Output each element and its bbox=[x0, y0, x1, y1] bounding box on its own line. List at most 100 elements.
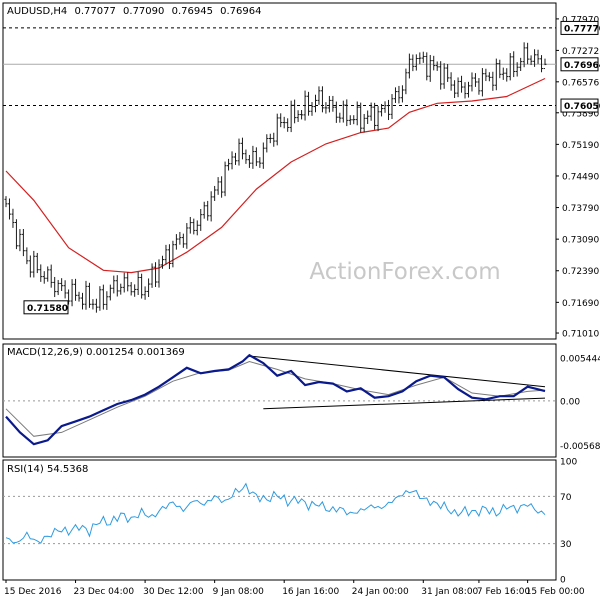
svg-text:0.71580: 0.71580 bbox=[27, 304, 68, 314]
price-bar bbox=[470, 72, 474, 92]
price-bar bbox=[14, 219, 18, 250]
price-bar bbox=[463, 82, 467, 99]
price-bar bbox=[439, 61, 443, 90]
price-bar bbox=[60, 278, 64, 291]
price-bar bbox=[32, 250, 36, 278]
price-bar bbox=[453, 80, 457, 99]
price-tick-label: 0.75190 bbox=[562, 141, 599, 151]
rsi-title: RSI(14) 54.5368 bbox=[7, 464, 88, 475]
price-bar bbox=[303, 90, 307, 121]
price-bar bbox=[501, 67, 505, 80]
price-bar bbox=[112, 275, 116, 294]
price-bar bbox=[519, 57, 523, 72]
price-bar bbox=[220, 176, 224, 198]
price-bar bbox=[529, 55, 533, 66]
price-bar bbox=[35, 252, 39, 274]
price-bar bbox=[67, 289, 71, 305]
price-bar bbox=[227, 158, 231, 171]
price-bar bbox=[508, 53, 512, 81]
price-bar bbox=[522, 42, 526, 68]
price-bar bbox=[484, 68, 488, 82]
price-bar bbox=[18, 229, 22, 252]
price-bar bbox=[526, 42, 530, 65]
price-bar bbox=[477, 78, 481, 95]
price-bar bbox=[543, 58, 547, 70]
price-bar bbox=[154, 262, 158, 288]
price-bar bbox=[115, 275, 119, 297]
macd-tick-label: 0.005444 bbox=[560, 355, 600, 365]
price-bar bbox=[425, 52, 429, 81]
price-bar bbox=[320, 86, 324, 113]
price-bar bbox=[223, 161, 227, 197]
price-bar bbox=[313, 94, 317, 113]
price-bar bbox=[387, 99, 391, 121]
rsi-tick-label: 30 bbox=[560, 540, 572, 550]
price-bar bbox=[338, 112, 342, 123]
price-bar bbox=[216, 177, 220, 195]
price-bar bbox=[108, 284, 112, 301]
price-bar bbox=[456, 77, 460, 98]
price-bar bbox=[300, 110, 304, 120]
header-low: 0.76945 bbox=[172, 6, 213, 17]
price-bar bbox=[432, 55, 436, 71]
price-bar bbox=[199, 209, 203, 231]
macd-trendline bbox=[249, 355, 546, 388]
rsi-panel bbox=[2, 459, 557, 581]
rsi-tick-label: 0 bbox=[560, 576, 566, 586]
price-bar bbox=[234, 152, 238, 165]
price-bar bbox=[174, 234, 178, 250]
price-bar bbox=[390, 94, 394, 120]
price-tick-label: 0.72390 bbox=[562, 267, 599, 277]
price-tick-label: 0.77970 bbox=[562, 15, 599, 25]
price-bar bbox=[140, 273, 144, 299]
moving-average-line bbox=[5, 77, 546, 274]
price-bar bbox=[272, 132, 276, 147]
price-bar bbox=[237, 138, 241, 166]
price-bar bbox=[515, 62, 519, 77]
price-bar bbox=[28, 255, 32, 278]
price-bar bbox=[466, 81, 470, 98]
price-bar bbox=[171, 240, 175, 268]
rsi-tick-label: 70 bbox=[560, 493, 572, 503]
price-bar bbox=[480, 68, 484, 97]
price-bar bbox=[397, 85, 401, 104]
price-bar bbox=[122, 272, 126, 293]
price-bar bbox=[355, 101, 359, 126]
macd-line bbox=[5, 353, 546, 446]
price-bar bbox=[11, 208, 15, 228]
price-bar bbox=[494, 58, 498, 91]
price-bar bbox=[251, 145, 255, 169]
time-tick-label: 30 Dec 12:00 bbox=[143, 587, 204, 597]
svg-text:AUDUSD,H4 0.77077: AUDUSD,H4 0.77077 0.77090 0.76945 0.7696… bbox=[7, 6, 261, 17]
price-bar bbox=[289, 100, 293, 133]
last-price-box: 0.76964 bbox=[560, 57, 600, 72]
price-bar bbox=[369, 102, 373, 121]
price-bar bbox=[213, 185, 217, 201]
price-bar bbox=[254, 147, 258, 167]
svg-text:0.76964: 0.76964 bbox=[564, 61, 600, 71]
macd-title: MACD(12,26,9) 0.001254 0.001369 bbox=[7, 347, 185, 358]
price-bar bbox=[53, 276, 57, 298]
price-bar bbox=[46, 266, 50, 282]
price-bar bbox=[505, 68, 509, 82]
price-tick-label: 0.73790 bbox=[562, 204, 599, 214]
price-bar bbox=[414, 54, 418, 71]
price-bar bbox=[206, 200, 210, 221]
low-price-box: 0.71580 bbox=[23, 300, 69, 315]
price-bar bbox=[181, 233, 185, 248]
price-bar bbox=[209, 191, 213, 222]
price-bar bbox=[39, 264, 43, 282]
price-bars-layer bbox=[4, 42, 547, 313]
price-bar bbox=[77, 291, 81, 302]
price-bar bbox=[334, 101, 338, 123]
price-bar bbox=[376, 106, 380, 132]
price-bar bbox=[136, 271, 140, 296]
price-bar bbox=[540, 55, 544, 73]
price-bar bbox=[167, 244, 171, 270]
header-open: 0.77077 bbox=[74, 6, 115, 17]
price-tick-label: 0.77272 bbox=[562, 47, 599, 57]
price-bar bbox=[317, 86, 321, 105]
time-tick-label: 31 Jan 08:00 bbox=[421, 587, 478, 597]
